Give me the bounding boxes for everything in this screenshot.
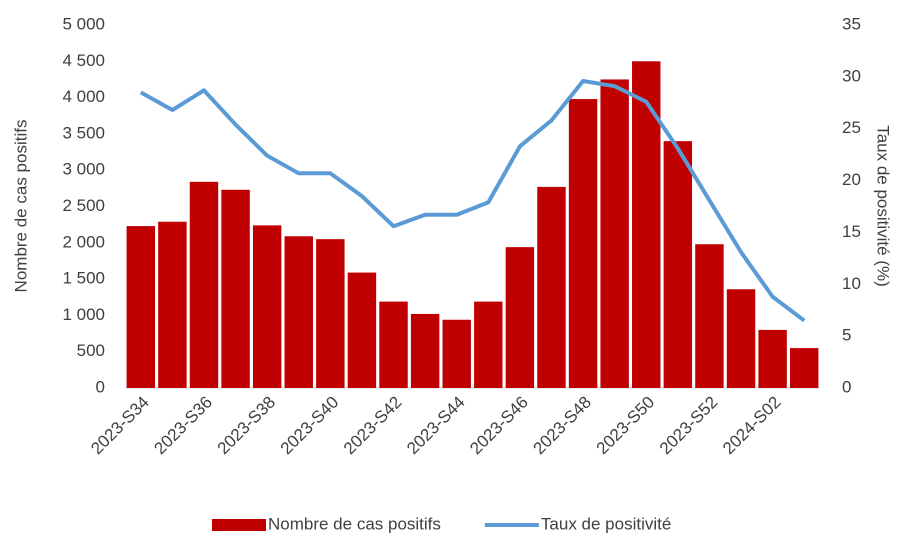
y2-tick-label: 35 (842, 14, 861, 33)
y-tick-label: 1 500 (62, 269, 105, 288)
y2-axis-title: Taux de positivité (%) (874, 125, 893, 287)
bar (600, 79, 629, 388)
legend-label: Nombre de cas positifs (268, 514, 441, 533)
x-tick-label: 2023-S50 (593, 393, 659, 459)
y2-tick-label: 10 (842, 274, 861, 293)
y2-tick-label: 30 (842, 66, 861, 85)
y2-tick-label: 0 (842, 377, 851, 396)
y-tick-label: 5 000 (62, 14, 105, 33)
bar (347, 272, 377, 388)
y2-tick-label: 20 (842, 170, 861, 189)
x-tick-label: 2023-S36 (150, 393, 216, 459)
y-tick-label: 3 000 (62, 160, 105, 179)
bar (126, 226, 156, 388)
x-tick-label: 2023-S40 (277, 393, 343, 459)
y-tick-label: 4 500 (62, 51, 105, 70)
bar (189, 181, 219, 388)
bar (663, 141, 693, 388)
y-tick-label: 500 (77, 341, 105, 360)
y-tick-label: 4 000 (62, 87, 105, 106)
bar (379, 301, 408, 388)
legend-label: Taux de positivité (541, 514, 671, 533)
y-tick-label: 3 500 (62, 123, 105, 142)
x-tick-label: 2024-S02 (719, 393, 785, 459)
bar (568, 99, 598, 388)
x-tick-label: 2023-S44 (403, 393, 469, 459)
line (139, 79, 806, 323)
y-tick-label: 0 (96, 377, 105, 396)
bar (410, 313, 440, 388)
bar (252, 225, 282, 388)
y2-tick-label: 5 (842, 326, 851, 345)
legend-swatch (212, 519, 266, 531)
y-tick-label: 2 000 (62, 232, 105, 251)
bar (284, 236, 313, 388)
x-tick-label: 2023-S34 (87, 393, 153, 459)
x-tick-label: 2023-S52 (656, 393, 722, 459)
y-tick-label: 1 000 (62, 305, 105, 324)
bar (726, 289, 756, 388)
x-tick-label: 2023-S42 (340, 393, 406, 459)
y-axis-title: Nombre de cas positifs (11, 120, 30, 293)
bar (316, 239, 345, 388)
bar (695, 244, 724, 388)
x-tick-label: 2023-S38 (214, 393, 280, 459)
x-tick-label: 2023-S48 (529, 393, 595, 459)
y2-tick-label: 15 (842, 222, 861, 241)
x-tick-label: 2023-S46 (466, 393, 532, 459)
bar (632, 61, 661, 389)
y-tick-label: 2 500 (62, 196, 105, 215)
bar (758, 329, 787, 388)
y2-tick-label: 25 (842, 118, 861, 137)
bar (537, 186, 566, 388)
bar (789, 348, 819, 388)
bar (474, 301, 503, 388)
bar (158, 221, 187, 388)
bar (505, 247, 535, 388)
bar (442, 319, 471, 388)
bar (221, 189, 250, 388)
